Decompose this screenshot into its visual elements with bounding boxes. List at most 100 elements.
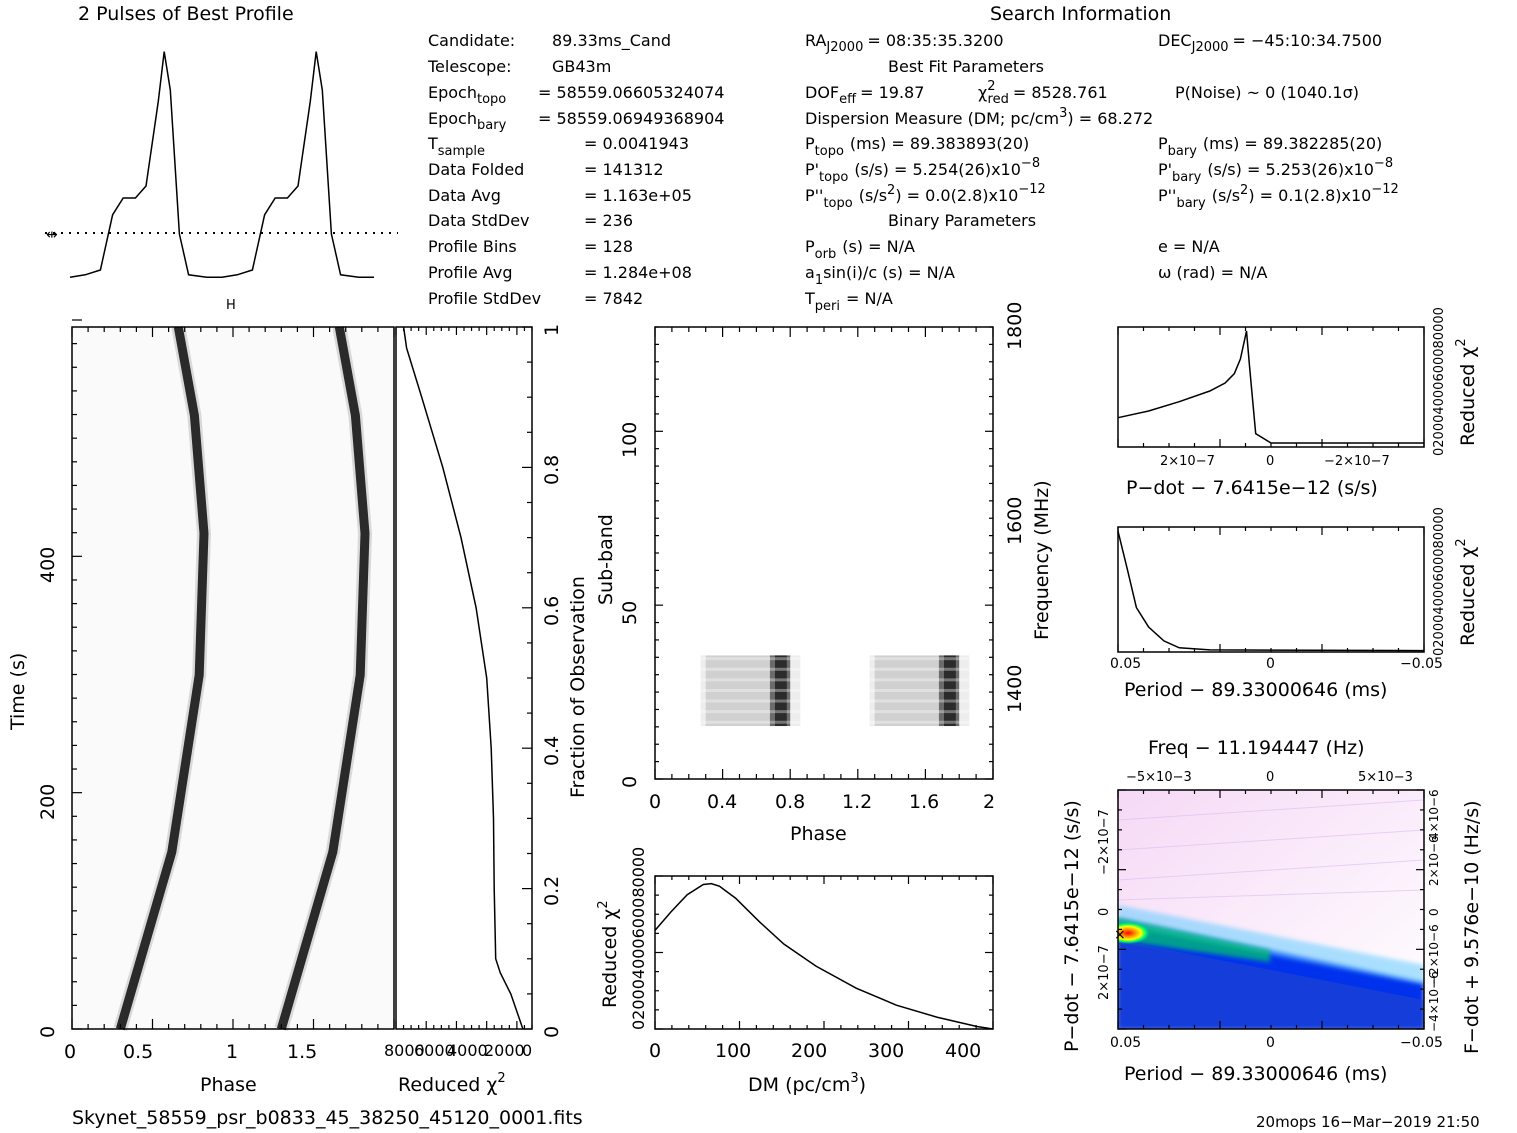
subband-stripe: [700, 688, 801, 692]
ra: RAJ2000 = 08:35:35.3200: [805, 31, 1004, 55]
pd-y-label: Reduced χ2: [1454, 338, 1479, 446]
p-topo-value: (ms) = 89.383893(20): [850, 134, 1029, 153]
data-stddev-label: Data StdDev: [428, 211, 530, 230]
chi-period-ticks: [1117, 527, 1425, 652]
ct-right-tick-1: 0.2: [541, 876, 563, 906]
a1-value: sin(i)/c (s) = N/A: [823, 263, 955, 282]
ppd-blue-deep: [1118, 940, 1424, 1029]
a1-sub: 1: [815, 273, 823, 288]
pddot-bary-label: P'': [1158, 186, 1176, 205]
profile-curve: [69, 51, 374, 278]
time-phase-tracks: [113, 325, 373, 1031]
ppd-cyan-band: [1118, 905, 1424, 985]
subband-pulse-core-0: [774, 655, 787, 727]
porb: Porb (s) = N/A: [805, 237, 915, 262]
search-info: RAJ2000 = 08:35:35.3200 DECJ2000 = −45:10:…: [804, 31, 1399, 314]
chi-red: χ2 red = 8528.761: [978, 79, 1108, 107]
ppd-right-tick-2: 0: [1427, 908, 1441, 916]
dec: DECJ2000 = −45:10:34.7500: [1158, 31, 1382, 55]
tp-x-tick-3: 1.5: [287, 1041, 317, 1063]
binary-title: Binary Parameters: [888, 211, 1036, 230]
subband-stripe: [700, 678, 801, 682]
chi-pdot-frame: [1117, 326, 1425, 448]
pdot-bary-exp: −8: [1374, 156, 1393, 171]
pdot-topo-sub: topo: [819, 170, 848, 185]
p-noise: P(Noise) ~ 0 (1040.1σ): [1175, 83, 1359, 102]
dm-x-tick-2: 200: [791, 1040, 827, 1062]
dm-x-label-main: DM (pc/cm: [748, 1074, 850, 1096]
chi-pdot-plot: 2×10−7 0 −2×10−7 P−dot − 7.6415e−12 (s/s…: [1117, 307, 1479, 499]
profile-avg-value: = 1.284e+08: [584, 263, 692, 282]
dec-value: = −45:10:34.7500: [1233, 31, 1383, 50]
pddot-topo-sub: topo: [823, 196, 852, 211]
pd-x-label: P−dot − 7.6415e−12 (s/s): [1126, 477, 1378, 499]
data-stddev-value: = 236: [584, 211, 633, 230]
pdot-bary: P'bary (s/s) = 5.253(26)x10−8: [1158, 156, 1393, 185]
p-bary-value: (ms) = 89.382285(20): [1203, 134, 1382, 153]
epoch-topo-value: = 58559.06605324074: [538, 83, 724, 102]
dm-line-sup: 3: [1059, 106, 1067, 121]
pulse-track-halo-1: [274, 325, 373, 1031]
epoch-topo-label: Epochtopo: [428, 83, 506, 107]
telescope-value: GB43m: [552, 57, 611, 76]
dof-sub: eff: [839, 92, 857, 107]
data-avg-value: = 1.163e+05: [584, 186, 692, 205]
pp-y-label: Reduced χ2: [1454, 538, 1479, 646]
ppd-y-label: P−dot − 7.6415e−12 (s/s): [1061, 800, 1083, 1052]
footer-stamp: 20mops 16−Mar−2019 21:50: [1256, 1113, 1480, 1131]
omega: ω (rad) = N/A: [1158, 263, 1267, 282]
chi-dm-frame: [654, 875, 994, 1030]
dm-x-label-sup: 3: [850, 1071, 858, 1086]
chi-period-curve: [1117, 531, 1425, 652]
pp-y-ticks: 020004000600080000: [1432, 507, 1447, 656]
dm-y-ticks: 020004000600080000: [629, 847, 648, 1030]
search-title: Search Information: [990, 3, 1171, 25]
ppd-green-band: [1118, 918, 1270, 962]
tp-y-tick-0: 0: [37, 1026, 59, 1038]
chi-dm-curve: [654, 882, 994, 1030]
ppd-y-tick-2: 2×10−7: [1097, 945, 1112, 1000]
subband-ticks: [654, 326, 994, 780]
ppd-right-tick-1: 2×10−6: [1427, 835, 1441, 886]
pulse-track-1: [276, 326, 370, 1031]
epoch-bary-label: Epochbary: [428, 109, 507, 133]
dm-line: Dispersion Measure (DM; pc/cm3) = 68.272: [805, 106, 1153, 128]
tsample-label-main: T: [427, 134, 438, 153]
subband-bands: [700, 655, 970, 727]
subband-stripe: [869, 720, 970, 724]
chi-label: χ: [978, 83, 987, 102]
tperi: Tperi = N/A: [804, 289, 893, 314]
profile-plot: ⇹ H: [45, 51, 398, 313]
ct-x-label: Reduced χ2: [398, 1071, 506, 1096]
candidate-label: Candidate:: [428, 31, 515, 50]
sb-y-tick-1: 50: [619, 601, 641, 625]
dof-label: DOF: [805, 83, 839, 102]
subband-stripe: [869, 688, 970, 692]
sb-y-tick-2: 100: [619, 422, 641, 458]
dm-y-label-sup: 2: [596, 900, 611, 908]
subband-stripe: [869, 657, 970, 661]
pd-x-tick-1: 0: [1266, 454, 1274, 469]
pdot-bary-sub: bary: [1172, 170, 1202, 185]
pdot-bary-value: (s/s) = 5.253(26)x10: [1207, 160, 1374, 179]
footer-filename: Skynet_58559_psr_b0833_45_38250_45120_00…: [72, 1107, 583, 1129]
epoch-bary-label-main: Epoch: [428, 109, 477, 128]
pddot-topo-value-b: ) = 0.0(2.8)x10: [895, 186, 1018, 205]
ppd-stripes: [1118, 799, 1424, 901]
ppd-image: [1118, 799, 1424, 1029]
ra-sub: J2000: [825, 40, 863, 55]
dof: DOFeff = 19.87: [805, 83, 924, 107]
ra-label: RA: [805, 31, 826, 50]
pd-y-label-main: Reduced χ: [1457, 347, 1479, 446]
porb-label: P: [805, 237, 815, 256]
profile-title: 2 Pulses of Best Profile: [78, 3, 294, 25]
dm-y-label: Reduced χ2: [596, 900, 621, 1008]
ppd-right-tick-3: −2×10−6: [1427, 924, 1441, 985]
pddot-topo-value-a: (s/s: [859, 186, 887, 205]
subband-phase-plot: 0 0.4 0.8 1.2 1.6 2 Phase 0 50 100 Sub-b…: [595, 302, 1053, 845]
p-bary-label: P: [1158, 134, 1168, 153]
pddot-bary-exp: −12: [1371, 182, 1398, 197]
ct-right-tick-4: 0.8: [541, 455, 563, 485]
pddot-bary-value-a: (s/s: [1212, 186, 1240, 205]
